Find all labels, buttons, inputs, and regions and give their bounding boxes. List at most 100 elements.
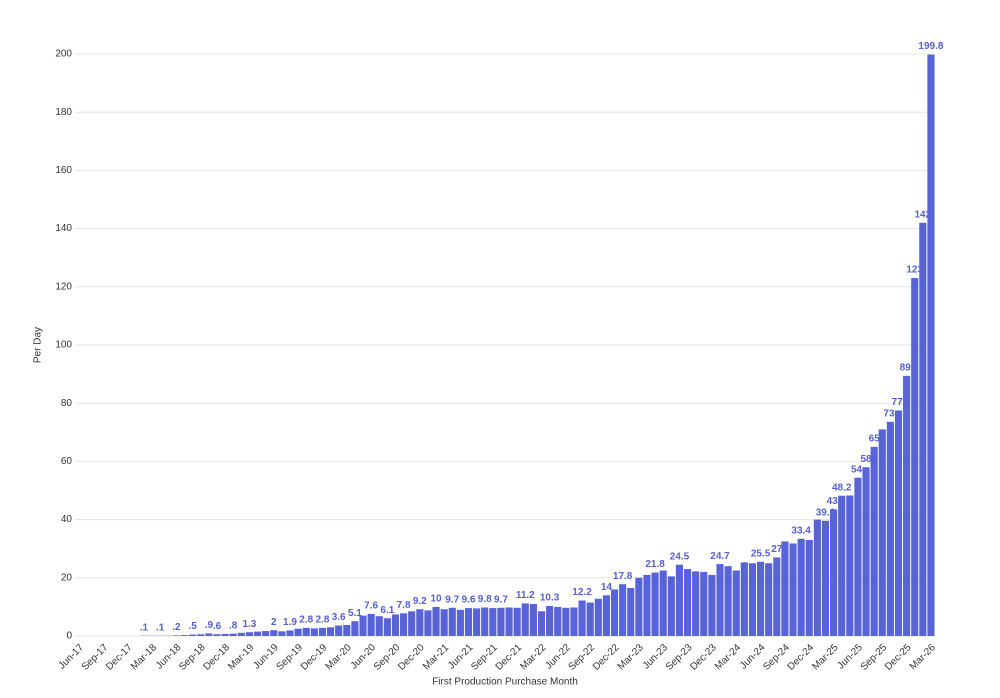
bar [416, 609, 424, 636]
bar [846, 495, 854, 636]
bar [375, 616, 383, 636]
y-tick-label: 60 [61, 456, 73, 467]
bar [489, 608, 497, 636]
x-tick-label: Dec-25 [883, 642, 914, 673]
y-tick-label: 40 [61, 514, 73, 525]
x-tick-label: Mar-25 [810, 642, 840, 672]
bar [180, 635, 189, 636]
bar [448, 607, 456, 636]
x-tick-label: Dec-24 [786, 642, 817, 673]
data-label: 73. [883, 408, 897, 419]
data-label: 14 [601, 582, 613, 593]
bar [886, 421, 894, 636]
bar [497, 607, 505, 636]
bar [351, 621, 359, 636]
data-label: 199.8 [918, 41, 943, 52]
data-label: 2 [271, 617, 277, 628]
bar [408, 611, 416, 636]
data-label: 6.1 [380, 605, 394, 616]
data-label: 1.9 [283, 617, 297, 628]
bar [675, 564, 684, 636]
data-label: 2.8 [299, 614, 313, 625]
bar [765, 563, 773, 636]
bar [481, 607, 489, 636]
bar [310, 628, 318, 636]
data-label: .6 [213, 621, 222, 632]
bar [894, 410, 903, 636]
bar [278, 631, 286, 636]
bar [692, 571, 700, 636]
y-tick-label: 80 [61, 398, 73, 409]
data-label: 58 [860, 454, 872, 465]
bar [505, 607, 513, 636]
x-tick-label: Mar-22 [518, 642, 548, 672]
bar [635, 577, 643, 636]
data-label: 3.6 [332, 612, 346, 623]
bar [318, 627, 327, 636]
data-label: .8 [229, 620, 238, 631]
bar [927, 54, 935, 636]
bar [343, 624, 351, 636]
bar [521, 603, 529, 636]
bar [513, 607, 521, 636]
x-tick-label: Dec-22 [591, 642, 622, 673]
data-label: 43. [827, 496, 841, 507]
bar [748, 563, 757, 636]
bar [578, 600, 586, 636]
data-label: 77. [892, 397, 906, 408]
bar [529, 603, 537, 636]
data-label: 24.5 [670, 551, 690, 562]
bar [781, 541, 789, 636]
data-label: 10.3 [540, 593, 560, 604]
bar [286, 630, 294, 636]
data-label: 2.8 [315, 614, 329, 625]
bar [627, 587, 635, 636]
bar [383, 618, 391, 636]
bar [205, 633, 213, 636]
data-label: 1.3 [242, 619, 256, 630]
bar [602, 595, 610, 636]
y-tick-label: 180 [55, 107, 72, 118]
bar [424, 610, 432, 636]
bar [619, 584, 627, 636]
data-label: 9.7 [445, 594, 459, 605]
bar [245, 632, 254, 636]
data-label: .1 [156, 622, 165, 633]
data-label: 7.6 [364, 601, 378, 612]
bar [724, 566, 732, 636]
bar [464, 608, 473, 636]
data-label: 123 [906, 265, 923, 276]
bar [830, 509, 838, 636]
data-label: 12.2 [572, 587, 592, 598]
x-tick-label: Mar-18 [129, 642, 159, 672]
data-label: .2 [172, 622, 181, 633]
bar [805, 539, 813, 636]
data-label: 11.2 [516, 590, 535, 601]
bar [643, 574, 651, 636]
data-label: 142 [914, 209, 931, 220]
data-label: 65 [869, 433, 881, 444]
x-tick-label: Dec-17 [104, 642, 135, 673]
bar [197, 634, 205, 636]
x-tick-label: Dec-23 [688, 642, 719, 673]
bar [756, 561, 765, 636]
bar [586, 602, 594, 636]
bar [253, 631, 262, 636]
bar [911, 278, 919, 636]
y-tick-label: 160 [55, 165, 72, 176]
data-label: 9.6 [462, 595, 476, 606]
bar [367, 613, 375, 636]
data-label: 89. [900, 362, 914, 373]
bar [659, 570, 667, 636]
x-tick-label: Mar-24 [713, 642, 743, 672]
bar [870, 446, 878, 636]
bar [262, 631, 270, 636]
bar [683, 569, 692, 636]
bar [302, 627, 310, 636]
bar [546, 606, 554, 636]
x-tick-label: Mar-20 [324, 642, 354, 672]
bar [821, 520, 830, 636]
bar [537, 611, 546, 636]
data-label: 27 [771, 544, 783, 555]
